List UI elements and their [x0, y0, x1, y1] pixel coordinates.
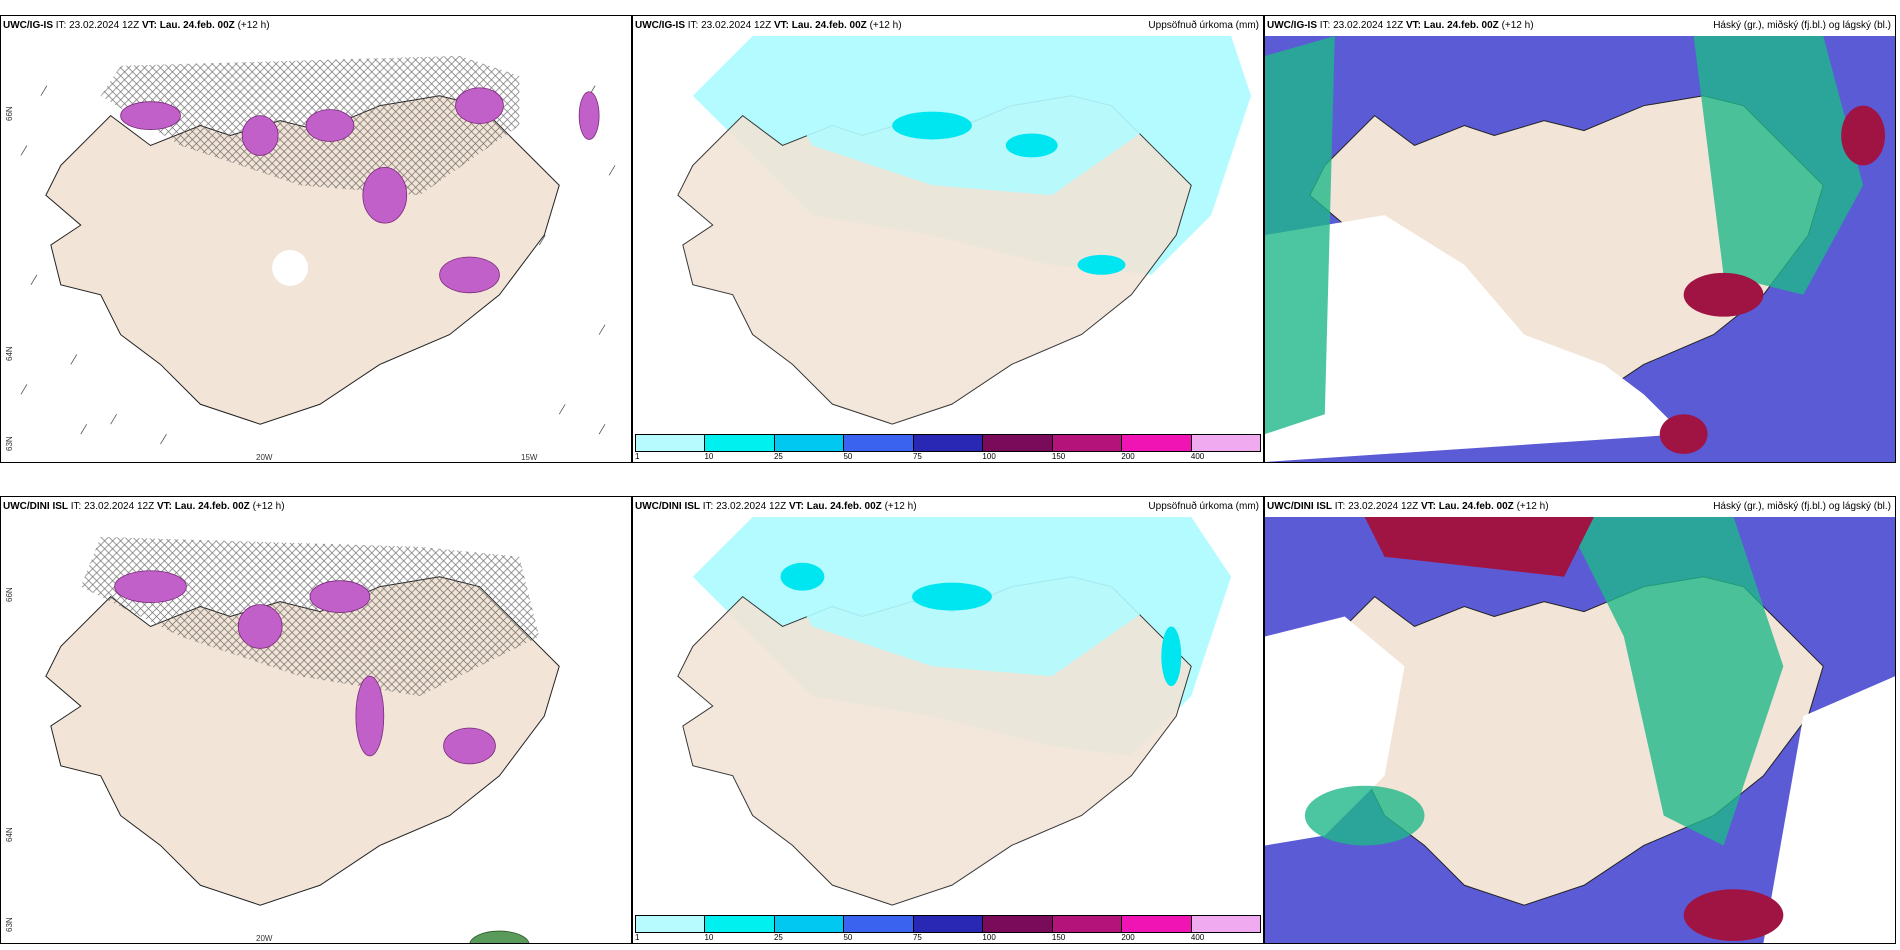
colorbar-tick: 50: [843, 452, 853, 461]
colorbar-swatch: [844, 435, 914, 451]
colorbar-swatch: [774, 916, 845, 932]
colorbar-swatch: [636, 916, 706, 932]
precip-panel-igis: UWC/IG-IS IT: 23.02.2024 12Z VT: Lau. 24…: [632, 15, 1264, 463]
cloud-panel-dini: UWC/DINI ISL IT: 23.02.2024 12Z VT: Lau.…: [1264, 496, 1896, 944]
colorbar-tick: 75: [912, 933, 922, 942]
colorbar-swatch: [1052, 435, 1123, 451]
colorbar-tick: 75: [912, 452, 922, 461]
colorbar-tick: 100: [982, 452, 996, 461]
colorbar-swatch: [1191, 435, 1260, 451]
colorbar-tick: 200: [1121, 933, 1135, 942]
cloud-map: [1265, 36, 1895, 462]
cloud-panel-igis: UWC/IG-IS IT: 23.02.2024 12Z VT: Lau. 24…: [1264, 15, 1896, 463]
lon-label-20w: 20W: [256, 453, 273, 462]
colorbar-swatch: [1191, 916, 1260, 932]
colorbar-swatch: [774, 435, 845, 451]
colorbar-tick: 400: [1190, 933, 1205, 942]
lon-label-20w: 20W: [256, 934, 273, 943]
colorbar-swatch: [705, 916, 775, 932]
lat-label-63: 63N: [5, 436, 14, 451]
colorbar-tick: 400: [1190, 452, 1205, 461]
colorbar-swatch: [983, 435, 1053, 451]
precip-panel-dini: UWC/DINI ISL IT: 23.02.2024 12Z VT: Lau.…: [632, 496, 1264, 944]
colorbar-tick: 10: [704, 452, 714, 461]
lat-label-66: 66N: [5, 587, 14, 602]
lat-label-64: 64N: [5, 346, 14, 361]
lat-label-64: 64N: [5, 827, 14, 842]
colorbar-tick: 100: [982, 933, 996, 942]
precip-map: [633, 36, 1263, 432]
colorbar-tick: 25: [773, 933, 783, 942]
colorbar-tick: 150: [1051, 452, 1066, 461]
wind-panel-igis: UWC/IG-IS IT: 23.02.2024 12Z VT: Lau. 24…: [0, 15, 632, 463]
colorbar-tick: 1: [635, 933, 640, 942]
wind-map: 66N 64N 63N 20W: [1, 517, 631, 943]
colorbar-swatch: [983, 916, 1053, 932]
colorbar-swatch: [1122, 435, 1192, 451]
lat-label-63: 63N: [5, 917, 14, 932]
colorbar-swatch: [1122, 916, 1192, 932]
colorbar-swatch: [1052, 916, 1123, 932]
wind-map: 66N 64N 63N 20W 15W: [1, 36, 631, 462]
colorbar-swatch: [913, 435, 984, 451]
precip-colorbar: 1 10 25 50 75 100 150 200 400: [635, 915, 1261, 942]
precip-colorbar: 1 10 25 50 75 100 150 200 400: [635, 434, 1261, 461]
cloud-map: [1265, 517, 1895, 943]
precip-map: [633, 517, 1263, 913]
colorbar-tick: 1: [635, 452, 640, 461]
colorbar-tick: 10: [704, 933, 714, 942]
colorbar-swatch: [913, 916, 984, 932]
colorbar-tick: 150: [1051, 933, 1066, 942]
lat-label-66: 66N: [5, 106, 14, 121]
wind-panel-dini: UWC/DINI ISL IT: 23.02.2024 12Z VT: Lau.…: [0, 496, 632, 944]
colorbar-swatch: [844, 916, 914, 932]
colorbar-swatch: [705, 435, 775, 451]
colorbar-tick: 50: [843, 933, 853, 942]
colorbar-tick: 200: [1121, 452, 1135, 461]
colorbar-swatch: [636, 435, 706, 451]
lon-label-15w: 15W: [521, 453, 538, 462]
colorbar-tick: 25: [773, 452, 783, 461]
